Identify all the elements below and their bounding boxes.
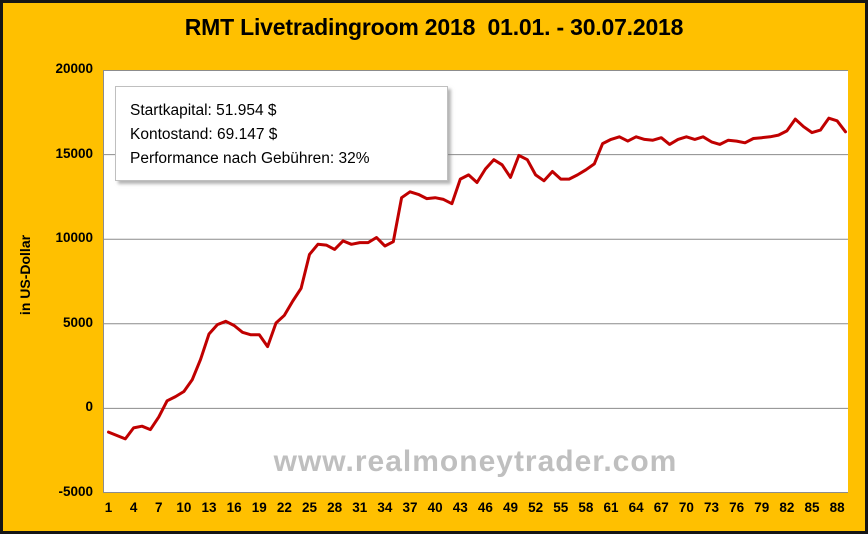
x-tick-label: 16 [226, 500, 242, 515]
x-tick-label: 88 [829, 500, 845, 515]
x-tick-label: 40 [427, 500, 443, 515]
chart-title: RMT Livetradingroom 2018 01.01. - 30.07.… [184, 14, 684, 40]
x-tick-label: 55 [553, 500, 569, 515]
x-tick-label: 28 [327, 500, 343, 515]
y-tick-label: 15000 [55, 145, 93, 161]
x-tick-label: 31 [352, 500, 368, 515]
x-tick-label: 1 [104, 500, 113, 515]
x-tick-label: 58 [578, 500, 594, 515]
info-line-performance: Performance nach Gebühren: 32% [130, 150, 370, 167]
watermark: www.realmoneytrader.com [273, 445, 678, 478]
info-line-startkapital: Startkapital: 51.954 $ [130, 102, 277, 119]
x-tick-label: 70 [678, 500, 694, 515]
x-tick-label: 52 [528, 500, 544, 515]
plot-area: www.realmoneytrader.com [103, 70, 848, 493]
x-tick-label: 82 [779, 500, 795, 515]
x-tick-label: 73 [703, 500, 720, 515]
x-tick-label: 79 [754, 500, 770, 515]
x-tick-label: 25 [301, 500, 318, 515]
info-line-kontostand: Kontostand: 69.147 $ [130, 126, 278, 143]
x-tick-label: 7 [154, 500, 163, 515]
x-tick-label: 10 [176, 500, 192, 515]
x-tick-label: 64 [628, 500, 644, 515]
equity-curve-line [107, 116, 847, 441]
x-tick-label: 76 [729, 500, 745, 515]
x-tick-label: 37 [402, 500, 418, 515]
x-tick-label: 46 [477, 500, 493, 515]
y-tick-label: -5000 [58, 484, 93, 499]
x-tick-label: 61 [603, 500, 619, 515]
y-tick-label: 0 [85, 399, 93, 415]
x-tick-label: 22 [276, 500, 292, 515]
x-tick-label: 85 [804, 500, 820, 515]
x-tick-label: 4 [129, 500, 138, 515]
info-box: Startkapital: 51.954 $ Kontostand: 69.14… [115, 86, 448, 181]
x-tick-label: 34 [377, 500, 393, 515]
x-tick-label: 43 [452, 500, 468, 515]
y-tick-label: 10000 [55, 230, 93, 246]
equity-curve-svg [103, 70, 848, 493]
x-tick-label: 13 [201, 500, 217, 515]
y-tick-label: 20000 [55, 61, 93, 76]
y-tick-label: 5000 [62, 314, 93, 330]
x-tick-label: 67 [653, 500, 669, 515]
x-tick-label: 49 [502, 500, 519, 515]
x-tick-label: 19 [251, 500, 267, 515]
